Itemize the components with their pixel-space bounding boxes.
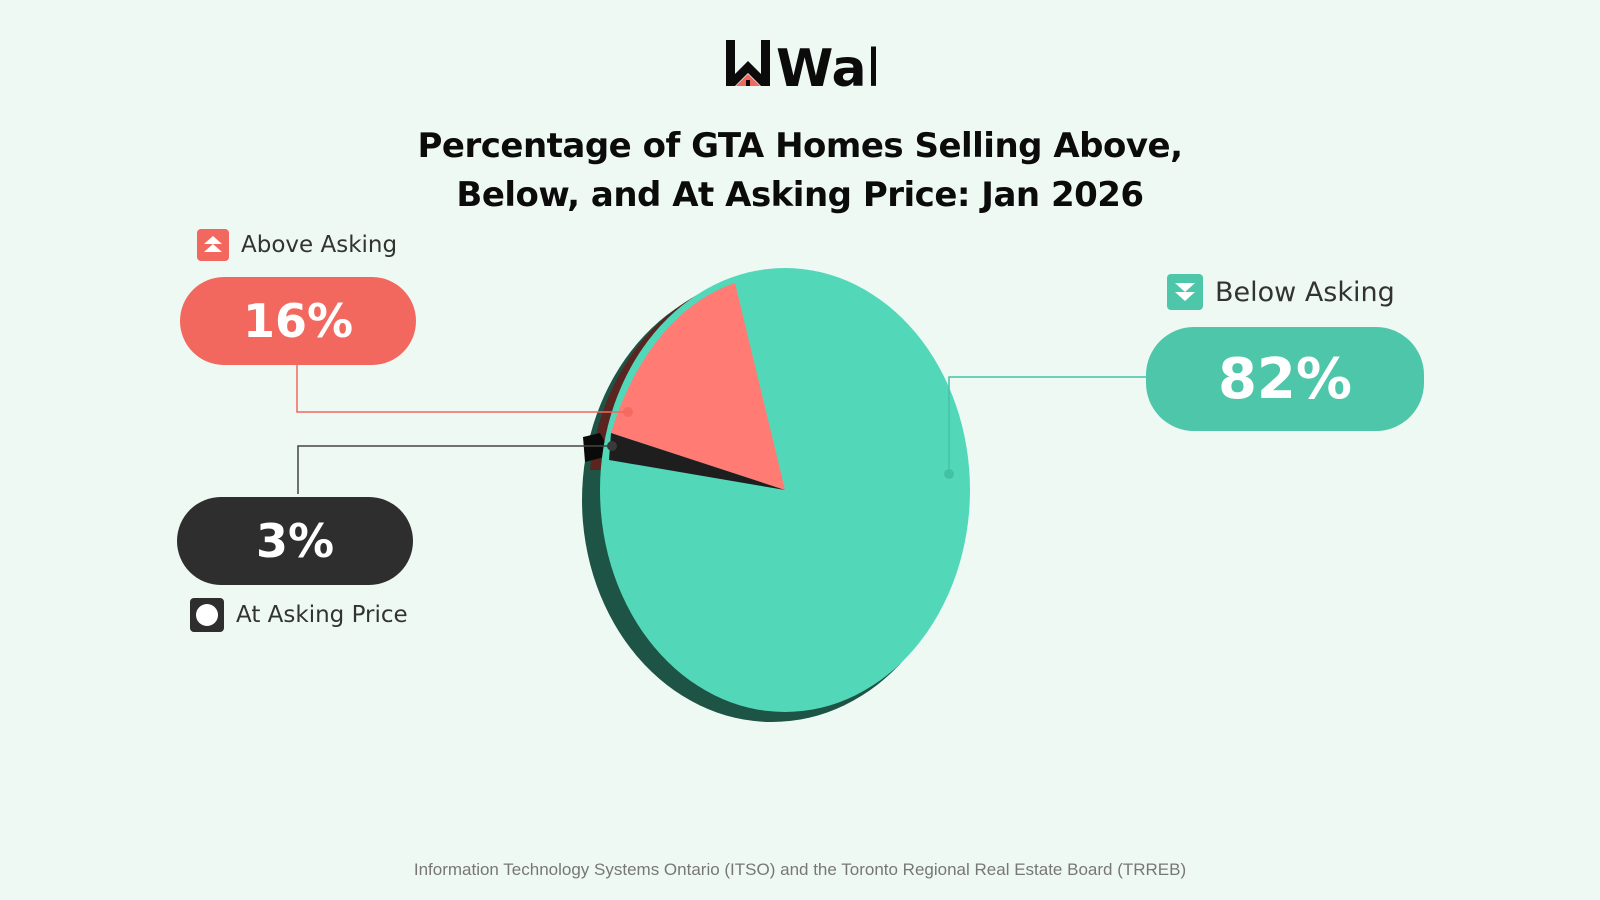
- above-asking-value: 16%: [242, 294, 354, 348]
- circle-icon: [190, 598, 224, 632]
- at-connector-line: [297, 445, 612, 494]
- legend-above-label: Above Asking: [241, 232, 398, 258]
- legend-below-asking: Below Asking: [1167, 274, 1395, 310]
- legend-at-label: At Asking Price: [236, 602, 408, 628]
- logo-text: Wahi: [776, 39, 876, 88]
- legend-above-asking: Above Asking: [197, 229, 397, 261]
- chart-title-line1: Percentage of GTA Homes Selling Above,: [417, 126, 1183, 166]
- at-asking-value: 3%: [255, 514, 335, 568]
- above-connector-dot: [623, 407, 633, 417]
- pie-slice-above: [611, 283, 785, 490]
- legend-at-asking: At Asking Price: [190, 598, 408, 632]
- below-connector-dot: [944, 469, 954, 479]
- chart-title-line2: Below, and At Asking Price: Jan 2026: [456, 175, 1144, 215]
- above-connector-line: [296, 362, 628, 413]
- at-connector-dot: [607, 441, 617, 451]
- wahi-logo-mark: Wahi: [726, 39, 876, 88]
- legend-below-label: Below Asking: [1215, 276, 1395, 308]
- above-asking-pill: 16%: [180, 277, 416, 365]
- double-down-arrow-icon: [1167, 274, 1203, 310]
- below-connector-line: [948, 376, 1146, 474]
- at-asking-pill: 3%: [177, 497, 413, 585]
- below-asking-value: 82%: [1217, 346, 1353, 412]
- pie-slice-at: [609, 433, 785, 490]
- source-note: Information Technology Systems Ontario (…: [413, 860, 1187, 879]
- chart-title: Percentage of GTA Homes Selling Above, B…: [0, 122, 1600, 220]
- double-up-arrow-icon: [197, 229, 229, 261]
- below-asking-pill: 82%: [1146, 327, 1424, 431]
- wahi-logo: Wahi: [0, 36, 1600, 92]
